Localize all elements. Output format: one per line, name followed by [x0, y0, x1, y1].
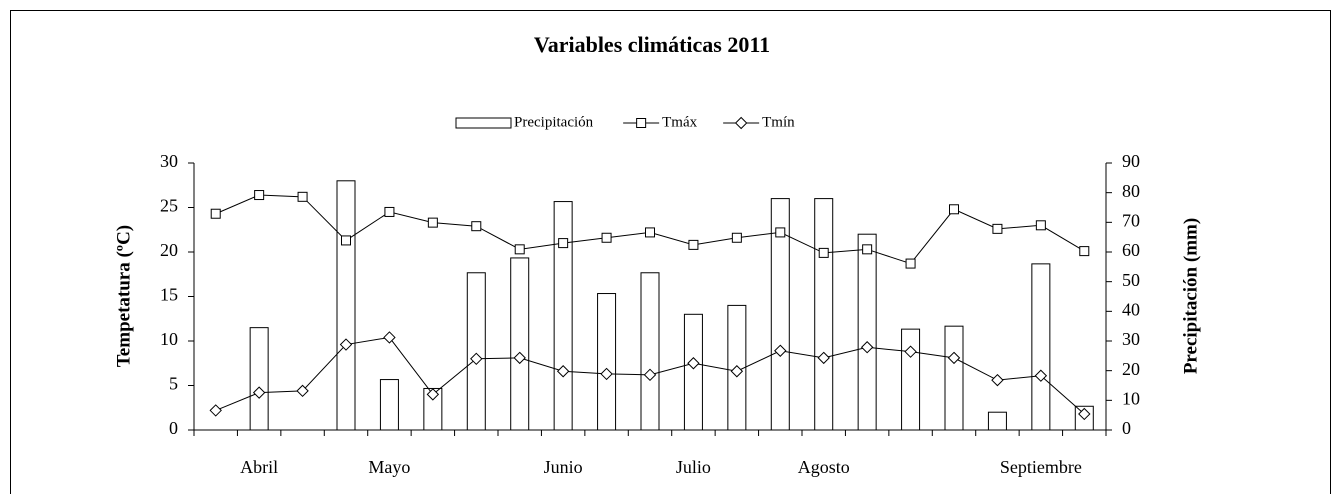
- point: [643, 368, 657, 382]
- point: [470, 352, 483, 366]
- point: [817, 351, 830, 365]
- chart-title: Variables climáticas 2011: [534, 32, 770, 57]
- point: [383, 331, 396, 344]
- point: [1079, 246, 1090, 257]
- point: [1034, 369, 1048, 382]
- y2-tick-label: 50: [1122, 270, 1140, 290]
- bar: [553, 201, 573, 431]
- bar: [249, 327, 269, 431]
- point: [730, 365, 744, 378]
- point: [1035, 220, 1046, 231]
- y2-tick-label: 10: [1122, 388, 1140, 408]
- point: [384, 206, 395, 217]
- x-tick-label: Abril: [240, 457, 278, 477]
- point: [992, 223, 1003, 234]
- point: [991, 373, 1004, 387]
- bar: [466, 272, 486, 431]
- point: [252, 386, 266, 399]
- point: [645, 227, 655, 238]
- y2-tick-label: 30: [1122, 329, 1140, 349]
- point: [254, 190, 265, 201]
- point: [600, 367, 613, 381]
- point: [860, 341, 874, 354]
- point: [731, 232, 742, 243]
- point: [558, 238, 569, 249]
- point: [296, 384, 309, 398]
- legend-marker: [734, 116, 748, 130]
- point: [774, 344, 787, 357]
- point: [341, 235, 351, 246]
- point: [949, 204, 959, 215]
- legend-swatch: [455, 117, 512, 129]
- bar: [336, 180, 356, 431]
- point: [471, 221, 482, 232]
- x-tick-label: Mayo: [368, 457, 410, 477]
- x-tick-label: Junio: [544, 457, 583, 477]
- point: [601, 232, 612, 243]
- bar: [901, 328, 921, 431]
- bar: [944, 325, 964, 431]
- legend-label: Tmín: [762, 114, 795, 130]
- point: [1078, 407, 1091, 421]
- legend-label: Precipitación: [514, 114, 594, 130]
- y-tick-label: 10: [160, 329, 178, 349]
- y-tick-label: 30: [160, 151, 178, 171]
- y-tick-label: 25: [160, 196, 178, 216]
- point: [210, 208, 221, 219]
- y2-tick-label: 90: [1122, 151, 1140, 171]
- point: [426, 388, 440, 401]
- point: [775, 227, 786, 238]
- point: [514, 244, 525, 255]
- bar: [379, 379, 399, 431]
- point: [513, 351, 526, 365]
- bar: [1031, 263, 1051, 431]
- frame: [10, 10, 1331, 494]
- point: [947, 351, 961, 365]
- point: [687, 357, 700, 370]
- y2-tick-label: 70: [1122, 210, 1140, 230]
- legend-marker: [636, 118, 647, 128]
- point: [904, 345, 917, 358]
- point: [427, 217, 438, 228]
- point: [297, 191, 308, 202]
- x-tick-label: Agosto: [798, 457, 850, 477]
- point: [556, 365, 570, 378]
- y2-tick-label: 60: [1122, 240, 1140, 260]
- y2-tick-label: 0: [1122, 418, 1131, 438]
- bar: [770, 198, 790, 431]
- y-tick-label: 0: [169, 418, 178, 438]
- bar: [510, 257, 530, 431]
- bar: [857, 233, 877, 431]
- y-tick-label: 20: [160, 240, 178, 260]
- y2-tick-label: 40: [1122, 299, 1140, 319]
- point: [209, 404, 222, 417]
- y-tick-label: 5: [169, 374, 178, 394]
- bar: [683, 313, 703, 431]
- y-axis-title: Tempetatura (ºC): [113, 225, 134, 367]
- y2-axis-title: Precipitación (mm): [1180, 218, 1201, 374]
- bar: [987, 411, 1007, 431]
- y2-tick-label: 80: [1122, 181, 1140, 201]
- x-tick-label: Julio: [676, 457, 711, 477]
- point: [818, 247, 829, 258]
- point: [339, 338, 353, 351]
- point: [862, 244, 873, 255]
- y2-tick-label: 20: [1122, 359, 1140, 379]
- y-tick-label: 15: [160, 285, 178, 305]
- bar: [814, 198, 834, 431]
- legend-label: Tmáx: [662, 114, 697, 130]
- point: [688, 239, 699, 250]
- bar: [597, 293, 617, 431]
- point: [905, 258, 916, 269]
- bar: [640, 272, 660, 431]
- x-tick-label: Septiembre: [1000, 457, 1082, 477]
